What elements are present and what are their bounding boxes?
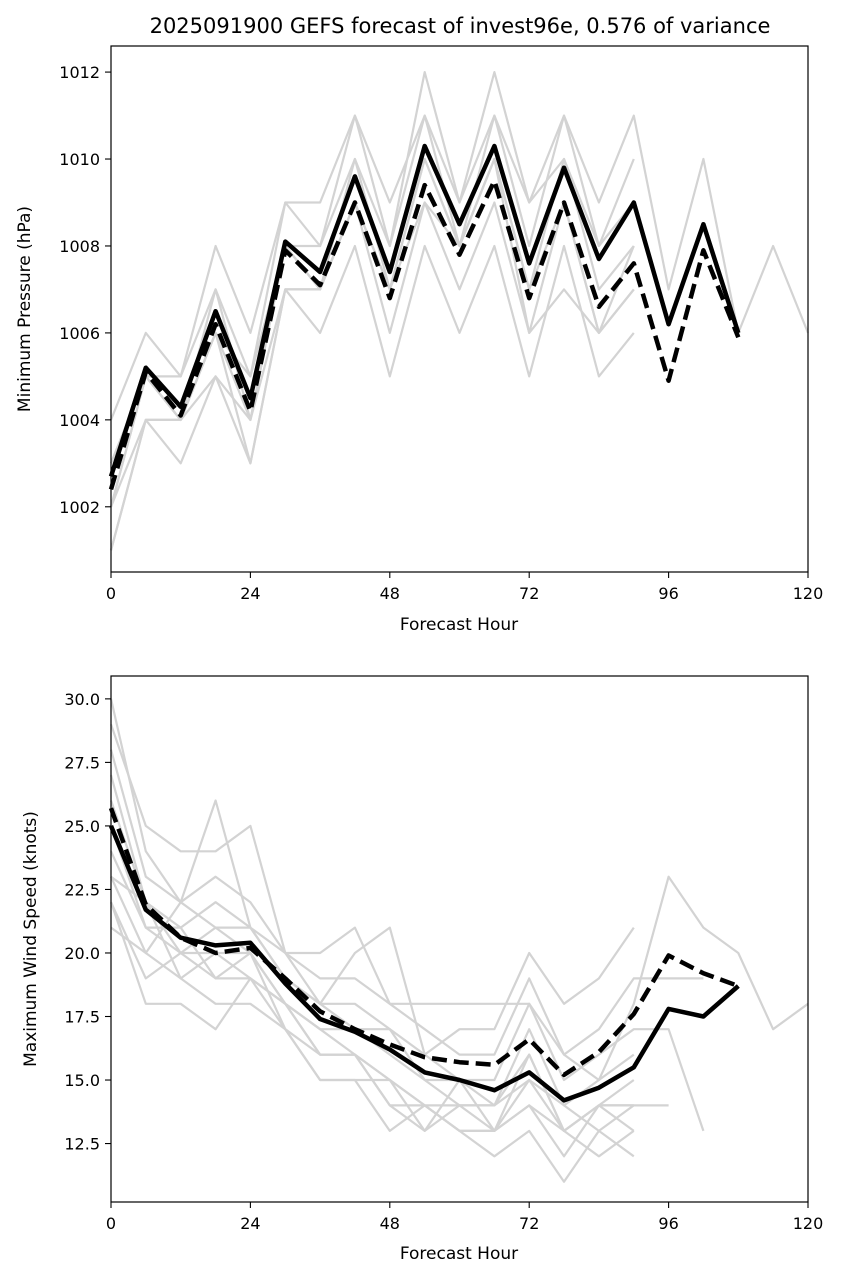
wind-member-line-2 — [109, 723, 635, 1056]
wind-y-tick-label: 25.0 — [64, 817, 100, 836]
pressure-y-tick-label: 1004 — [59, 411, 100, 430]
wind-y-tick-label: 12.5 — [64, 1135, 100, 1154]
wind-y-tick-label: 20.0 — [64, 944, 100, 963]
wind-member-line-12 — [110, 875, 635, 1133]
pressure-x-tick-label: 0 — [106, 584, 116, 603]
wind-series-group — [108, 698, 809, 1183]
pressure-member-line-6 — [109, 201, 635, 551]
wind-y-tick-label: 27.5 — [64, 753, 100, 772]
pressure-y-tick-label: 1010 — [59, 150, 100, 169]
wind-x-tick-label: 0 — [106, 1214, 116, 1233]
wind-y-axis-label: Maximum Wind Speed (knots) — [21, 811, 41, 1067]
pressure-series-group — [108, 70, 810, 551]
wind-x-tick-label: 72 — [519, 1214, 539, 1233]
pressure-y-tick-label: 1012 — [59, 63, 100, 82]
wind-member-line-10 — [110, 901, 635, 1183]
wind-x-tick-label: 96 — [658, 1214, 678, 1233]
wind-member-line-3 — [109, 749, 704, 1056]
pressure-member-line-8 — [109, 157, 635, 551]
pressure-x-tick-label: 96 — [658, 584, 678, 603]
pressure-y-axis-label: Minimum Pressure (hPa) — [15, 206, 35, 412]
wind-y-tick-label: 22.5 — [64, 880, 100, 899]
pressure-y-tick-label: 1006 — [59, 324, 100, 343]
pressure-x-axis-label: Forecast Hour — [400, 615, 518, 635]
wind-axis-ticks: 0 24 48 72 96 120 12.5 15.0 17.5 20.0 22.5 25.0 27.5… — [64, 690, 823, 1233]
pressure-x-tick-label: 72 — [519, 584, 539, 603]
pressure-x-tick-label: 120 — [793, 584, 824, 603]
pressure-panel: 2025091900 GEFS forecast of invest96e, 0… — [15, 14, 823, 635]
wind-y-tick-label: 15.0 — [64, 1071, 100, 1090]
wind-x-tick-label: 24 — [240, 1214, 260, 1233]
wind-x-tick-label: 48 — [380, 1214, 400, 1233]
pressure-median-dashed-line — [108, 178, 741, 491]
pressure-mean-solid-line — [108, 143, 741, 478]
wind-y-tick-label: 30.0 — [64, 690, 100, 709]
pressure-y-tick-label: 1002 — [59, 498, 100, 517]
wind-x-tick-label: 120 — [793, 1214, 824, 1233]
wind-plot-frame — [110, 675, 809, 1203]
wind-mean-solid-line — [108, 825, 740, 1103]
pressure-x-tick-label: 48 — [380, 584, 400, 603]
chart-title: 2025091900 GEFS forecast of invest96e, 0… — [150, 14, 771, 38]
wind-median-dashed-line — [108, 807, 740, 1078]
pressure-plot-frame — [110, 45, 809, 573]
wind-x-axis-label: Forecast Hour — [400, 1244, 518, 1264]
wind-member-line-4 — [109, 774, 705, 1132]
wind-y-tick-label: 17.5 — [64, 1008, 100, 1027]
wind-panel: 0 24 48 72 96 120 12.5 15.0 17.5 20.0 22.5 25.0 27.5… — [21, 675, 823, 1264]
pressure-y-tick-label: 1008 — [59, 237, 100, 256]
pressure-axis-ticks: 0 24 48 72 96 120 1002 1004 1006 1008 1010 1012 — [59, 63, 823, 603]
pressure-x-tick-label: 24 — [240, 584, 260, 603]
